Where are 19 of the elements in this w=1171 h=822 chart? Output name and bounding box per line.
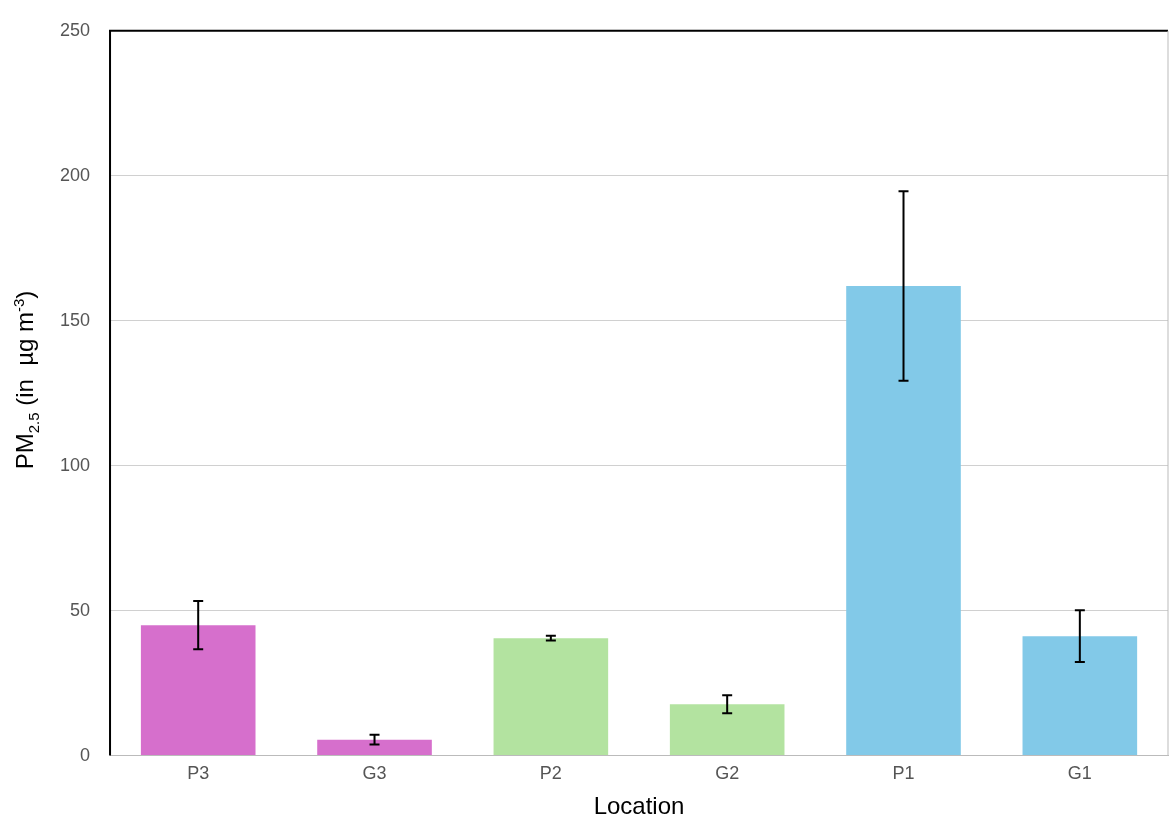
bar	[140, 625, 256, 756]
x-tick-label: P1	[892, 763, 915, 784]
bar	[669, 704, 785, 756]
x-tick-label: P2	[539, 763, 562, 784]
x-tick-label: G2	[715, 763, 740, 784]
y-tick-label: 250	[59, 19, 91, 40]
bar	[1022, 636, 1138, 756]
y-tick-label: 200	[59, 164, 91, 185]
x-tick-label: G1	[1067, 763, 1092, 784]
bar	[493, 638, 609, 756]
y-tick-label: 0	[80, 744, 91, 765]
bar	[846, 285, 961, 756]
y-tick-label: 50	[70, 599, 91, 620]
y-tick-label: 100	[59, 454, 91, 475]
bar	[317, 739, 432, 756]
x-tick-label: P3	[187, 763, 210, 784]
x-axis-title: Location	[593, 792, 685, 820]
y-tick-label: 150	[59, 309, 91, 330]
x-tick-label: G3	[362, 763, 387, 784]
